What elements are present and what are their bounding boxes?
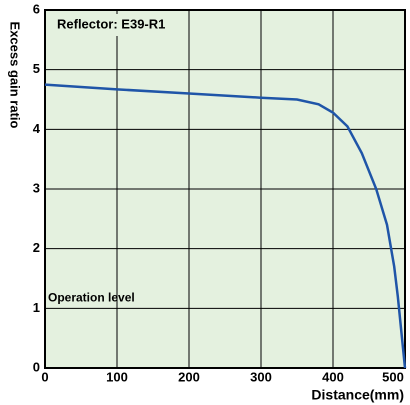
x-tick-label: 0: [41, 369, 48, 384]
annotation: Reflector: E39-R1: [57, 16, 165, 31]
y-tick-label: 5: [33, 61, 40, 76]
y-tick-label: 4: [33, 121, 41, 136]
x-axis-label: Distance(mm): [311, 387, 404, 403]
x-tick-label: 400: [322, 369, 344, 384]
x-tick-label: 300: [250, 369, 272, 384]
plot-frame: [44, 9, 406, 369]
y-tick-label: 3: [33, 180, 40, 195]
x-tick-label: 200: [178, 369, 200, 384]
y-tick-label: 2: [33, 240, 40, 255]
data-line: [44, 83, 407, 369]
annotation-box: [53, 14, 185, 36]
x-tick-label: 100: [106, 369, 128, 384]
annotation: Operation level: [48, 291, 135, 305]
x-tick-label: 500: [382, 369, 404, 384]
y-tick-label: 1: [33, 300, 40, 315]
y-axis-label: Excess gain ratio: [8, 22, 23, 129]
y-tick-label: 6: [33, 1, 40, 16]
y-tick-label: 0: [33, 359, 40, 374]
